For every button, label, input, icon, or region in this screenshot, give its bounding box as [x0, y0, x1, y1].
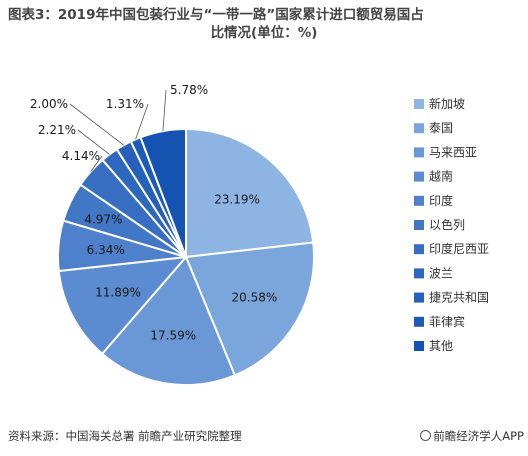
- data-label-9: 2.00%: [30, 97, 68, 111]
- legend-label-6: 以色列: [429, 218, 465, 232]
- pie-slice-1: [185, 127, 315, 259]
- legend-label-10: 菲律宾: [429, 314, 465, 329]
- legend-label-4: 越南: [429, 169, 453, 184]
- leader-line-8: [77, 129, 110, 155]
- brand-name: 前瞻经济学人APP: [433, 429, 524, 443]
- legend-swatch-8: [414, 268, 424, 279]
- data-label-3: 17.59%: [150, 328, 196, 342]
- data-label-6: 4.97%: [84, 213, 122, 227]
- brand-credit: 前瞻经济学人APP: [420, 428, 524, 444]
- leader-lines: [69, 89, 167, 172]
- legend-swatch-1: [414, 99, 424, 109]
- data-label-10: 1.31%: [106, 97, 144, 111]
- data-label-7: 4.14%: [62, 149, 100, 163]
- legend-label-8: 波兰: [429, 266, 453, 280]
- leader-line-10: [135, 103, 149, 140]
- legend-label-9: 捷克共和国: [429, 291, 489, 305]
- legend-swatch-7: [414, 244, 424, 255]
- legend-label-2: 泰国: [429, 121, 453, 135]
- data-label-4: 11.89%: [95, 286, 141, 300]
- legend-label-11: 其他: [429, 339, 453, 353]
- pie-slice-3: [100, 255, 237, 386]
- legend-swatch-10: [414, 316, 424, 327]
- data-label-8: 2.21%: [38, 123, 76, 137]
- legend-swatch-3: [414, 147, 424, 158]
- legend-swatch-4: [414, 171, 424, 182]
- pie-slices: [57, 127, 315, 386]
- leader-line-7: [90, 155, 103, 172]
- legend-swatch-5: [414, 195, 424, 206]
- legend-label-7: 印度尼西亚: [429, 241, 489, 256]
- legend-swatch-11: [414, 341, 424, 351]
- brand-logo-icon: [420, 430, 432, 441]
- legend-swatch-2: [414, 123, 424, 134]
- footer: 资料来源：中国海关总署 前瞻产业研究院整理 前瞻经济学人APP: [0, 428, 528, 446]
- pie-slice-2: [184, 241, 315, 377]
- data-labels: 23.19% 20.58% 17.59% 11.89% 6.34% 4.97% 4.14% 2…: [30, 83, 277, 342]
- legend-label-5: 印度: [429, 193, 453, 208]
- data-label-5: 6.34%: [87, 243, 125, 257]
- leader-line-9: [69, 103, 124, 146]
- chart-title-line-2: 比情况(单位：%): [210, 25, 318, 41]
- legend-label-3: 马来西亚: [429, 145, 477, 159]
- source-note: 资料来源：中国海关总署 前瞻产业研究院整理: [8, 429, 242, 443]
- pie-slice-11: [139, 127, 187, 258]
- chart-title-line-1: 图表3：2019年中国包装行业与“一带一路”国家累计进口额贸易国占: [8, 7, 424, 23]
- legend-swatch-6: [414, 220, 424, 230]
- legend-swatch-9: [414, 292, 424, 303]
- leader-line-11: [162, 89, 167, 132]
- chart-title: 图表3：2019年中国包装行业与“一带一路”国家累计进口额贸易国占 比情况(单位…: [8, 6, 520, 42]
- data-label-1: 23.19%: [214, 193, 260, 207]
- pie-slice-4: [57, 255, 189, 356]
- legend-label-1: 新加坡: [429, 96, 465, 111]
- data-label-2: 20.58%: [232, 290, 278, 304]
- data-label-11: 5.78%: [170, 83, 208, 97]
